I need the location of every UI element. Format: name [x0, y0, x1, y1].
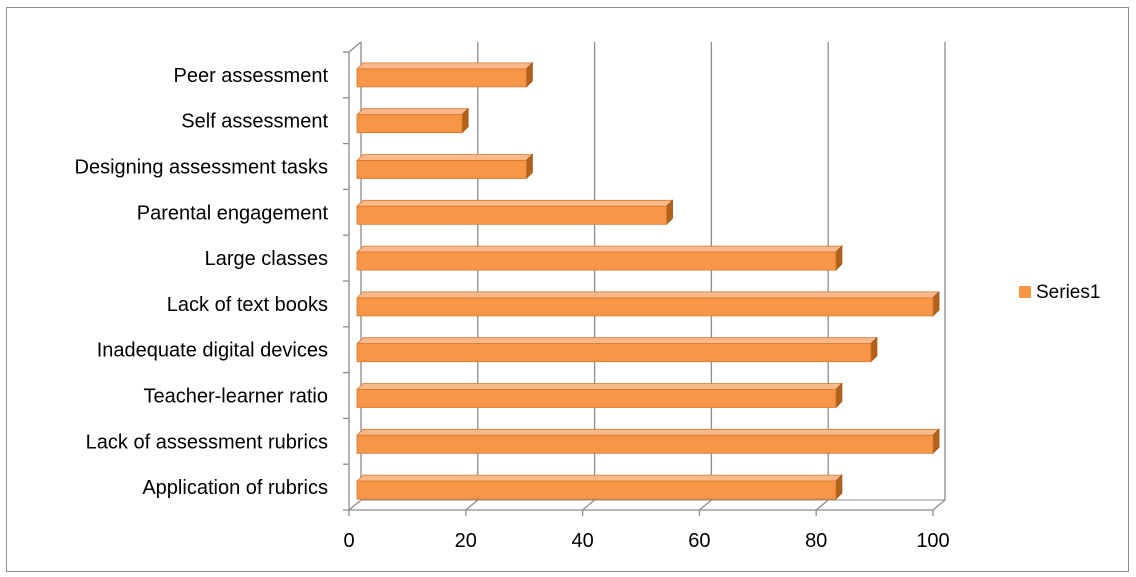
bar [356, 297, 934, 317]
bar [356, 434, 934, 454]
bar [356, 251, 837, 271]
x-tick-label: 80 [805, 530, 827, 552]
bar [356, 389, 837, 408]
floor-gridline [932, 499, 946, 511]
category-label: Inadequate digital devices [97, 340, 328, 362]
floor-gridline [465, 499, 479, 511]
side-wall-top-edge [348, 41, 362, 53]
bar-top-face [356, 154, 534, 161]
bar-top-face [356, 428, 940, 436]
x-tick-label: 0 [343, 530, 354, 552]
legend-entry-series1: Series1 [1036, 282, 1100, 303]
bar [356, 68, 527, 88]
label-layer: 0 20 40 60 80 100 Application of rubrics Lack o… [75, 65, 950, 552]
category-label: Peer assessment [173, 65, 328, 87]
category-label: Lack of assessment rubrics [86, 431, 328, 453]
category-label: Lack of text books [167, 294, 328, 316]
legend: Series1 [1019, 282, 1100, 303]
bar-layer [356, 61, 940, 501]
bar [356, 114, 463, 134]
bar [356, 205, 667, 225]
bar-top-face [356, 383, 843, 390]
x-tick-label: 60 [688, 530, 710, 552]
bar-top-face [356, 245, 843, 253]
bar [356, 160, 527, 179]
bar-top-face [356, 291, 940, 299]
legend-swatch [1019, 286, 1031, 298]
category-label: Application of rubrics [142, 477, 328, 499]
category-label: Teacher-learner ratio [143, 386, 328, 408]
floor-gridline [348, 499, 362, 511]
floor-gridline [815, 499, 829, 511]
x-tick-label: 40 [571, 530, 593, 552]
bar-top-face [356, 62, 534, 70]
bar [356, 343, 872, 363]
floor-gridline [698, 499, 712, 511]
category-label: Designing assessment tasks [75, 157, 328, 179]
category-label: Parental engagement [137, 202, 329, 224]
bar-top-face [356, 108, 470, 116]
category-label: Self assessment [181, 111, 328, 133]
bar [356, 480, 837, 500]
x-tick-label: 20 [455, 530, 477, 552]
bar-top-face [356, 474, 843, 482]
floor-gridline [582, 499, 596, 511]
bar-top-face [356, 337, 878, 345]
bar-top-face [356, 199, 674, 207]
category-label: Large classes [205, 248, 328, 270]
grid-layer [348, 42, 946, 511]
x-tick-label: 100 [916, 530, 949, 552]
